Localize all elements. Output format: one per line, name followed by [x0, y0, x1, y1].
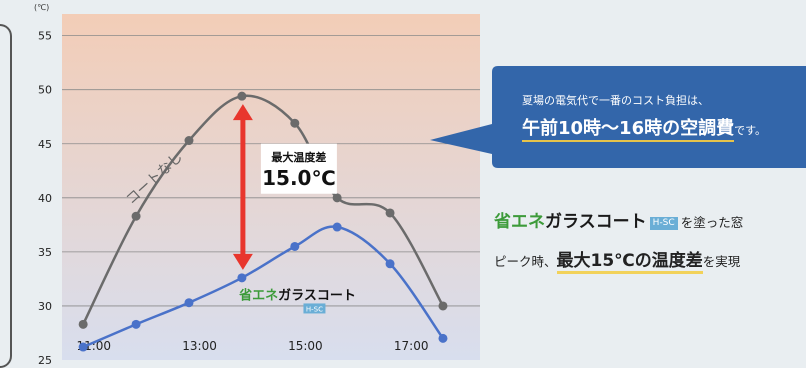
- x-tick-label: 15:00: [288, 339, 323, 353]
- data-point-series-2: [131, 319, 141, 329]
- x-tick-label: 13:00: [182, 339, 217, 353]
- y-tick-label: 50: [38, 84, 52, 97]
- x-tick-label: 17:00: [394, 339, 429, 353]
- data-point-series-1: [131, 211, 141, 221]
- callout-highlight: 午前10時〜16時の空調費: [522, 118, 735, 142]
- unit-label: (℃): [34, 3, 49, 12]
- brand-badge: H-SC: [649, 217, 678, 230]
- description-line2-prefix: ピーク時、: [494, 254, 557, 269]
- data-point-series-2: [290, 241, 300, 251]
- data-point-series-2: [78, 342, 88, 352]
- annotation-box: [260, 143, 337, 194]
- data-point-series-1: [438, 301, 448, 311]
- data-point-series-2: [184, 298, 194, 308]
- data-point-series-1: [332, 193, 342, 203]
- description-line1: 省エネガラスコート H-SC を塗った窓: [494, 207, 743, 232]
- description-line2-suffix: を実現: [702, 254, 741, 269]
- y-tick-label: 55: [38, 30, 52, 43]
- data-point-series-2: [438, 333, 448, 343]
- inline-brand-part2: ガラスコート: [278, 288, 356, 303]
- brand-part1: 省エネ: [494, 212, 545, 232]
- brand-name: 省エネガラスコート: [494, 212, 647, 232]
- description-line1-rest: を塗った窓: [680, 215, 744, 230]
- y-tick-label: 30: [38, 300, 52, 313]
- difference-arrow-head-bottom: [232, 253, 253, 270]
- data-point-series-1: [385, 208, 395, 218]
- inline-brand-badge-bg: [303, 303, 326, 314]
- data-point-series-2: [237, 273, 247, 283]
- y-tick-label: 45: [38, 138, 52, 151]
- callout-line2: 午前10時〜16時の空調費です。: [522, 114, 767, 142]
- data-point-series-1: [184, 136, 194, 146]
- callout-shape: [430, 66, 806, 168]
- callout-line1: 夏場の電気代で一番のコスト負担は、: [522, 94, 709, 107]
- description-line2-highlight: 最大15℃の温度差: [556, 251, 703, 274]
- y-tick-label: 40: [38, 192, 52, 205]
- data-point-series-2: [385, 259, 395, 269]
- y-tick-label: 25: [38, 354, 52, 367]
- inline-brand-part1: 省エネ: [238, 287, 278, 303]
- callout-box: 夏場の電気代で一番のコスト負担は、 午前10時〜16時の空調費です。: [430, 62, 806, 168]
- data-point-series-2: [332, 222, 342, 232]
- y-tick-label: 35: [38, 246, 52, 259]
- inline-brand-badge: H-SC: [306, 305, 323, 313]
- data-point-series-1: [237, 91, 247, 101]
- annotation-value: 15.0℃: [262, 166, 336, 190]
- difference-arrow-head-top: [232, 104, 253, 121]
- description-line2: ピーク時、最大15℃の温度差を実現: [494, 246, 741, 274]
- brand-part2: ガラスコート: [545, 212, 647, 232]
- data-point-series-1: [78, 319, 88, 329]
- callout-suffix: です。: [734, 124, 767, 137]
- data-point-series-1: [290, 118, 300, 128]
- annotation-title: 最大温度差: [271, 150, 326, 164]
- inline-brand-label: 省エネガラスコート: [238, 287, 356, 303]
